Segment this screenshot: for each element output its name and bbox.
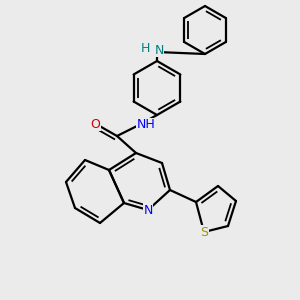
Text: NH: NH <box>136 118 155 131</box>
Text: H: H <box>140 43 150 56</box>
Text: O: O <box>90 118 100 130</box>
Text: N: N <box>154 44 164 56</box>
Text: S: S <box>200 226 208 238</box>
Text: N: N <box>143 203 153 217</box>
